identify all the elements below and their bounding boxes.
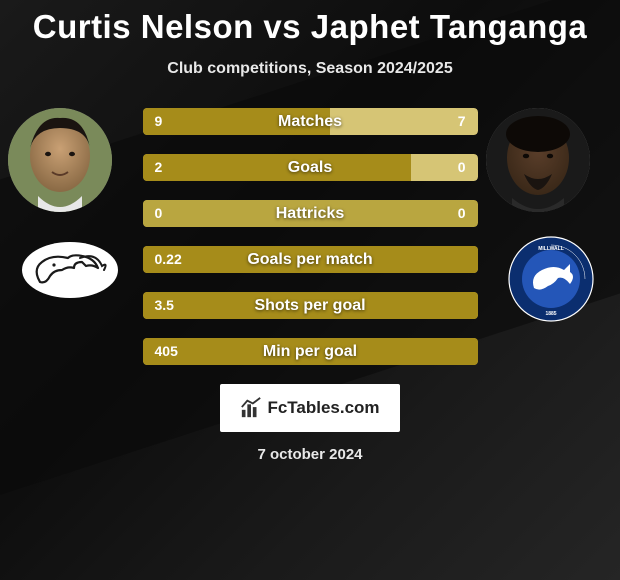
logo-text: FcTables.com — [267, 398, 379, 418]
svg-text:MILLWALL: MILLWALL — [538, 246, 564, 252]
stat-label: Goals per match — [143, 246, 478, 273]
date-text: 7 october 2024 — [0, 446, 620, 463]
svg-text:1885: 1885 — [545, 311, 556, 317]
season-subtitle: Club competitions, Season 2024/2025 — [0, 60, 620, 78]
comparison-card: Curtis Nelson vs Japhet Tanganga Club co… — [0, 0, 620, 580]
club-right-badge: MILLWALL 1885 — [508, 236, 594, 322]
stat-label: Min per goal — [143, 338, 478, 365]
stat-row: 20Goals — [143, 154, 478, 181]
player-left-avatar — [8, 108, 112, 212]
stat-label: Goals — [143, 154, 478, 181]
stat-label: Shots per goal — [143, 292, 478, 319]
stat-row: 0.22Goals per match — [143, 246, 478, 273]
stat-row: 00Hattricks — [143, 200, 478, 227]
stat-row: 3.5Shots per goal — [143, 292, 478, 319]
club-left-badge — [20, 240, 120, 300]
main-area: MILLWALL 1885 97Matches 20Goals 00Hattrick… — [0, 108, 620, 463]
chart-icon — [240, 397, 262, 419]
page-title: Curtis Nelson vs Japhet Tanganga — [0, 0, 620, 46]
stat-label: Hattricks — [143, 200, 478, 227]
stat-row: 405Min per goal — [143, 338, 478, 365]
stat-label: Matches — [143, 108, 478, 135]
stat-row: 97Matches — [143, 108, 478, 135]
player-right-avatar — [486, 108, 590, 212]
fctables-logo: FcTables.com — [220, 384, 400, 432]
stats-bars: 97Matches 20Goals 00Hattricks 0.22Goals per… — [143, 108, 478, 365]
